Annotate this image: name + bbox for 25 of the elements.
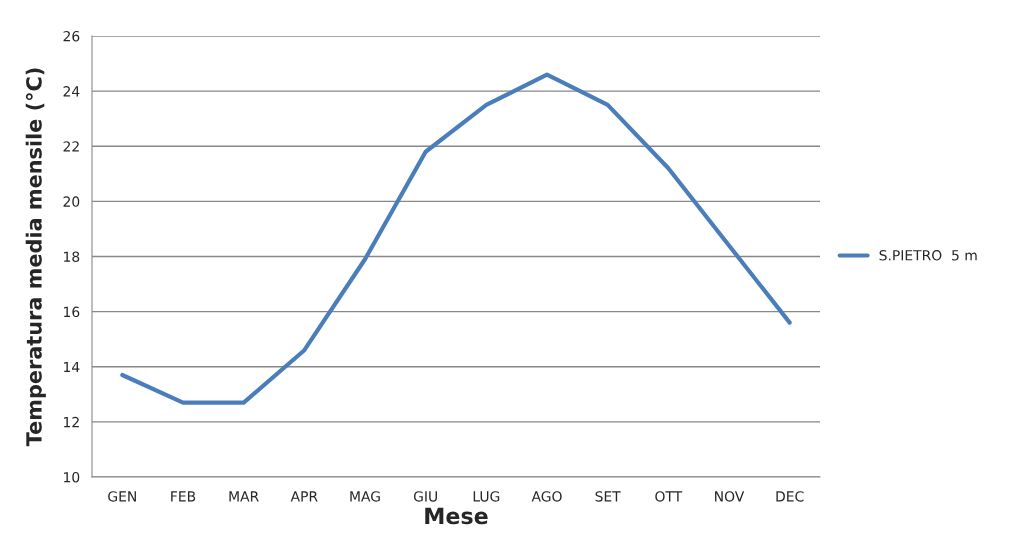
- x-tick-label: GIU: [413, 491, 437, 502]
- y-tick-label: 16: [64, 306, 80, 318]
- y-tick-label: 26: [63, 30, 80, 42]
- x-tick-label: APR: [290, 491, 318, 502]
- x-axis-title: Mese: [425, 507, 488, 525]
- y-axis-title: Temperatura media mensile (°C): [25, 68, 46, 447]
- line-series: [120, 72, 792, 405]
- x-tick-label: MAG: [350, 491, 380, 502]
- y-tick-label: 22: [63, 141, 79, 152]
- x-tick-label: SET: [595, 491, 621, 502]
- x-tick-label: GEN: [108, 491, 136, 502]
- x-tick-label: MAR: [229, 491, 259, 502]
- legend-label: S.PIETRO 5 m: [879, 250, 977, 261]
- x-tick-label: DEC: [776, 491, 804, 502]
- x-tick-label: OTT: [655, 491, 683, 502]
- y-tick-label: 24: [63, 86, 80, 97]
- x-tick-label: AGO: [531, 491, 562, 502]
- y-tick-label: 14: [64, 361, 80, 373]
- y-tick-label: 12: [64, 416, 79, 428]
- x-tick-label: LUG: [473, 491, 500, 502]
- y-tick-label: 20: [63, 196, 80, 207]
- y-tick-label: 10: [64, 471, 80, 483]
- x-tick-label: NOV: [715, 491, 745, 502]
- x-tick-label: FEB: [171, 491, 196, 502]
- y-tick-label: 18: [64, 251, 80, 262]
